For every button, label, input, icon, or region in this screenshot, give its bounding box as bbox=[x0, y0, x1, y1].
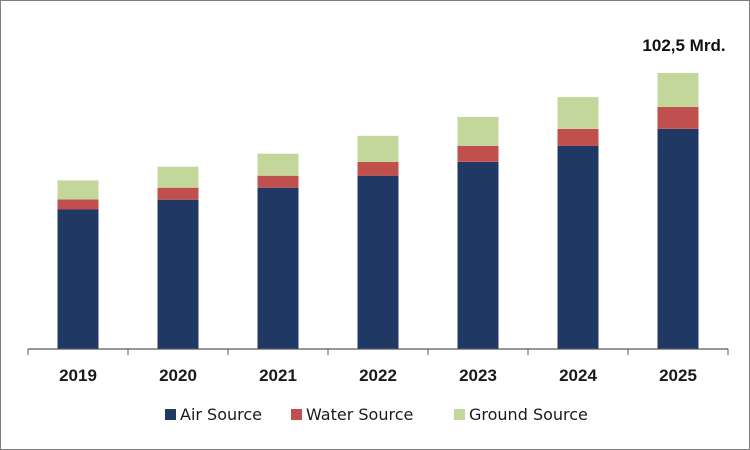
bar-ground-source-2020 bbox=[157, 166, 199, 188]
legend-swatch-water-source bbox=[291, 409, 302, 420]
bar-ground-source-2025 bbox=[657, 72, 699, 107]
bar-air-source-2019 bbox=[57, 209, 99, 349]
bar-ground-source-2019 bbox=[57, 180, 99, 200]
legend: Air Source Water Source Ground Source bbox=[165, 405, 588, 424]
x-tick-label-2023: 2023 bbox=[459, 366, 497, 385]
x-tick-labels-group: 2019 2020 2021 2022 2023 2024 2025 bbox=[59, 366, 697, 385]
bar-air-source-2024 bbox=[557, 145, 599, 349]
legend-swatch-air-source bbox=[165, 409, 176, 420]
x-tick-label-2020: 2020 bbox=[159, 366, 197, 385]
bar-water-source-2020 bbox=[157, 187, 199, 200]
bar-air-source-2021 bbox=[257, 187, 299, 349]
bar-ground-source-2022 bbox=[357, 135, 399, 162]
bar-air-source-2020 bbox=[157, 199, 199, 349]
x-tick-label-2025: 2025 bbox=[659, 366, 697, 385]
bar-water-source-2023 bbox=[457, 145, 499, 162]
bar-ground-source-2023 bbox=[457, 117, 499, 146]
bar-ground-source-2024 bbox=[557, 97, 599, 129]
x-tick-label-2024: 2024 bbox=[559, 366, 597, 385]
legend-label-air-source: Air Source bbox=[180, 405, 262, 424]
legend-swatch-ground-source bbox=[454, 409, 465, 420]
bar-water-source-2022 bbox=[357, 161, 399, 176]
x-ticks-group bbox=[27, 349, 729, 355]
bar-air-source-2023 bbox=[457, 161, 499, 349]
x-tick-label-2021: 2021 bbox=[259, 366, 297, 385]
bar-air-source-2022 bbox=[357, 175, 399, 349]
legend-label-water-source: Water Source bbox=[306, 405, 413, 424]
annotations-group: 102,5 Mrd. bbox=[642, 36, 725, 55]
bar-air-source-2025 bbox=[657, 129, 699, 349]
total-annotation-label: 102,5 Mrd. bbox=[642, 36, 725, 55]
bar-ground-source-2021 bbox=[257, 153, 299, 176]
bar-water-source-2025 bbox=[657, 106, 699, 129]
bars-group bbox=[57, 72, 699, 349]
x-tick-label-2019: 2019 bbox=[59, 366, 97, 385]
legend-label-ground-source: Ground Source bbox=[469, 405, 588, 424]
bar-water-source-2024 bbox=[557, 129, 599, 146]
bar-water-source-2019 bbox=[57, 199, 99, 210]
x-tick-label-2022: 2022 bbox=[359, 366, 397, 385]
bar-water-source-2021 bbox=[257, 175, 299, 188]
